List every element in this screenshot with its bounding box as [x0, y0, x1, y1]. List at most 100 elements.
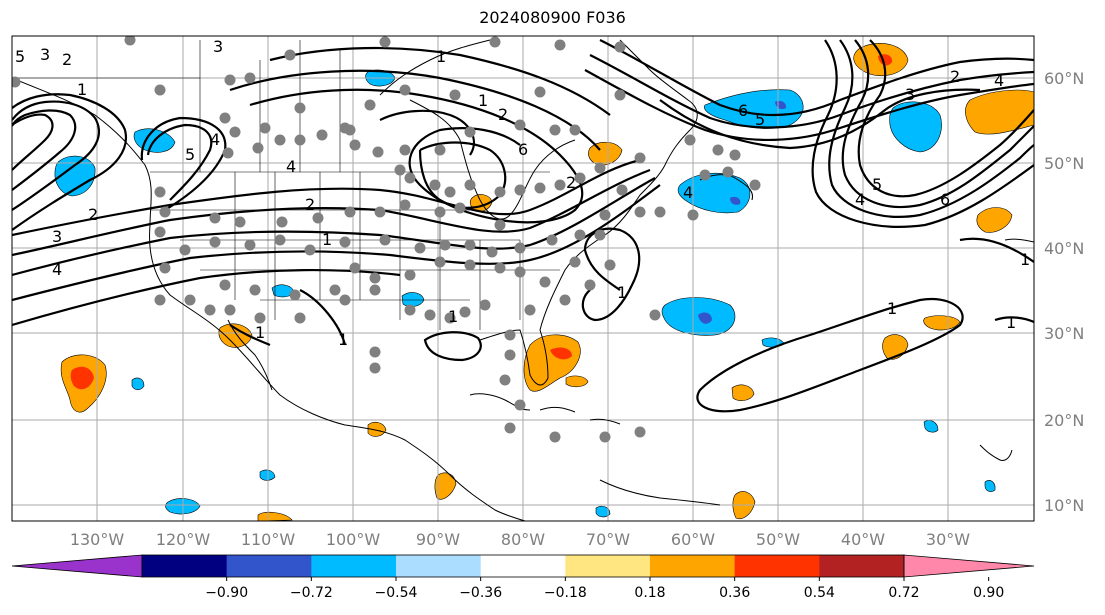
lat-label: 20°N: [1044, 411, 1084, 430]
station-dot: [12, 76, 21, 88]
colorbar-segment: [142, 555, 228, 577]
colorbar-segment: [650, 555, 736, 577]
shade-blue-caribbean-small: [595, 505, 611, 518]
lat-label: 10°N: [1044, 496, 1084, 515]
station-dot: [549, 431, 561, 443]
station-dot: [252, 142, 264, 154]
contour-label: 1: [1006, 313, 1016, 332]
station-dot: [654, 206, 666, 218]
lon-label: 30°W: [926, 530, 970, 549]
station-dot: [649, 309, 661, 321]
station-dot: [444, 312, 456, 324]
contour-label: 5: [185, 145, 195, 164]
station-dot: [364, 99, 376, 111]
station-dot: [489, 36, 501, 48]
lon-label: 40°W: [841, 530, 885, 549]
station-dot: [439, 239, 451, 251]
station-dot: [616, 184, 628, 196]
contour-label: 6: [518, 140, 528, 159]
station-dot: [369, 272, 381, 284]
station-dot: [329, 284, 341, 296]
station-dot: [312, 212, 324, 224]
station-dot: [399, 84, 411, 96]
shade-orange-pacific-south: [257, 511, 293, 521]
station-dot: [539, 276, 551, 288]
contour-label: 2: [566, 173, 576, 192]
shade-orange-bahamas: [565, 375, 589, 388]
station-dot: [504, 422, 516, 434]
station-dot: [339, 294, 351, 306]
station-dot: [574, 172, 586, 184]
lat-label: 30°N: [1044, 324, 1084, 343]
station-dot: [379, 36, 391, 48]
colorbar-tick-label: −0.36: [459, 585, 502, 601]
station-dot: [154, 226, 166, 238]
station-dot: [729, 149, 741, 161]
shade-blue-e-small: [984, 480, 996, 492]
station-dot: [249, 284, 261, 296]
contour-label: 2: [62, 50, 72, 69]
station-dot: [464, 179, 476, 191]
colorbar-tick-label: −0.72: [290, 585, 333, 601]
station-dot: [316, 129, 328, 141]
station-dot: [524, 304, 536, 316]
contour-label: 4: [210, 130, 220, 149]
station-dot: [514, 399, 526, 411]
longitude-labels: 130°W 120°W 110°W 100°W 90°W 80°W 70°W 6…: [70, 530, 970, 549]
lon-label: 90°W: [416, 530, 460, 549]
station-dot: [404, 172, 416, 184]
station-dot: [219, 279, 231, 291]
station-dot: [712, 144, 724, 156]
station-dot: [349, 139, 361, 151]
shade-orange-mid-atlantic: [923, 315, 961, 331]
station-dot: [424, 309, 436, 321]
station-dot: [254, 312, 266, 324]
station-dot: [722, 166, 734, 178]
station-dot: [486, 246, 498, 258]
contour-label: 4: [855, 190, 865, 209]
station-dot: [454, 202, 466, 214]
station-dot: [304, 244, 316, 256]
shade-blue-pacific-small: [131, 377, 145, 391]
contour-label: 4: [683, 183, 693, 202]
colorbar-tick-label: 0.90: [973, 585, 1004, 601]
contour-label: 1: [322, 230, 332, 249]
station-dot: [284, 49, 296, 61]
station-dot: [344, 206, 356, 218]
colorbar-segment: [226, 555, 312, 577]
station-dot: [294, 312, 306, 324]
station-dot: [276, 216, 288, 228]
shade-orange-far-east: [976, 207, 1013, 233]
station-dot: [569, 124, 581, 136]
shading-layer: [54, 43, 1034, 521]
lon-label: 120°W: [156, 530, 211, 549]
contour-label: 3: [213, 37, 223, 56]
map-frame: [11, 35, 1035, 522]
colorbar-extend-high: [903, 554, 1035, 578]
station-dot: [594, 229, 606, 241]
colorbar-outline: [141, 554, 905, 578]
colorbar-segment: [565, 555, 651, 577]
contour-label-layer: 1 1 2 6 1 2 4 5 4 2 3 4 5 3 2 1 3 2 4 6 …: [15, 37, 1030, 349]
station-dot: [154, 84, 166, 96]
station-dot: [274, 234, 286, 246]
contour-label: 1: [255, 323, 265, 342]
lat-label: 60°N: [1044, 69, 1084, 88]
station-dot: [479, 299, 491, 311]
shade-red-florida: [550, 347, 572, 360]
station-dot: [404, 304, 416, 316]
station-dot: [289, 289, 301, 301]
station-dot: [294, 134, 306, 146]
colorbar-extend-low: [11, 554, 143, 578]
station-dot: [499, 374, 511, 386]
station-dot: [234, 216, 246, 228]
lon-label: 100°W: [326, 530, 381, 549]
station-dot: [449, 89, 461, 101]
station-dot: [494, 219, 506, 231]
station-dot: [394, 164, 406, 176]
station-dot: [634, 152, 646, 164]
contour-label: 3: [905, 85, 915, 104]
contour-label: 3: [52, 227, 62, 246]
station-dot: [224, 74, 236, 86]
station-dot: [369, 346, 381, 358]
